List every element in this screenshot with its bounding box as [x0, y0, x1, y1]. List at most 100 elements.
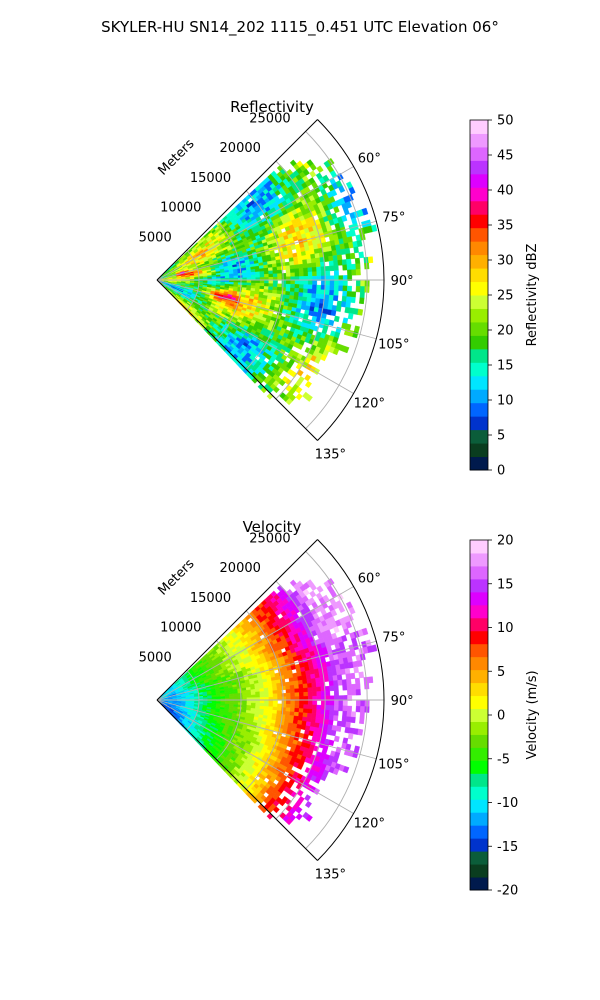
colorbar-swatch	[470, 146, 488, 161]
colorbar-tick-label: 25	[497, 289, 514, 304]
sector-outer-spine	[317, 119, 385, 441]
colorbar-label: Reflectivity dBZ	[525, 244, 540, 347]
colorbar-swatch	[470, 812, 488, 826]
range-tick-label: 15000	[190, 171, 231, 186]
colorbar-tick-label: 30	[497, 254, 514, 269]
angle-tick-label: 60°	[358, 151, 381, 166]
colorbar-swatch	[470, 760, 488, 774]
range-tick-label: 10000	[160, 621, 201, 636]
colorbar-swatch	[470, 254, 488, 269]
colorbar-swatch	[470, 308, 488, 323]
angle-gridline	[156, 640, 377, 701]
colorbar-swatch	[470, 173, 488, 188]
angle-gridline	[156, 586, 354, 701]
colorbar-swatch	[470, 416, 488, 431]
velocity-field	[158, 577, 378, 826]
colorbar-swatch	[470, 708, 488, 722]
colorbar-swatch	[470, 825, 488, 839]
colorbar-swatch	[470, 630, 488, 645]
angle-gridline	[156, 279, 377, 340]
reflectivity-colorbar: 0 5 10 15 20 25 30 35 40 45 50 Reflectivity dBZ	[469, 114, 540, 479]
colorbar-swatch	[470, 682, 488, 697]
colorbar-swatch	[470, 268, 488, 283]
colorbar-swatch	[470, 187, 488, 202]
colorbar-swatch	[470, 734, 488, 748]
angle-tick-label: 90°	[391, 274, 414, 289]
colorbar-swatch	[470, 747, 488, 761]
sector-spine	[156, 279, 318, 441]
sector-outer-spine	[317, 539, 385, 861]
colorbar-swatch	[470, 838, 488, 852]
colorbar-swatch	[470, 429, 488, 444]
colorbar-swatch	[470, 456, 488, 471]
angle-tick-label: 60°	[358, 571, 381, 586]
colorbar-swatch	[470, 362, 488, 377]
colorbar-tick-label: 0	[497, 464, 505, 479]
sector-spine	[156, 699, 318, 861]
angle-tick-label: 105°	[378, 337, 409, 352]
range-tick-label: 25000	[249, 111, 290, 126]
colorbar-swatch	[470, 656, 488, 671]
angle-tick-label: 75°	[382, 211, 405, 226]
colorbar-swatch	[470, 335, 488, 350]
reflectivity-title: Reflectivity	[230, 98, 314, 116]
colorbar-swatch	[470, 617, 488, 632]
colorbar-swatch	[470, 348, 488, 363]
colorbar-tick-label: 20	[497, 534, 514, 549]
figure-suptitle: SKYLER-HU SN14_202 1115_0.451 UTC Elevat…	[101, 18, 499, 37]
colorbar-swatch	[470, 214, 488, 229]
colorbar-tick-label: 50	[497, 114, 514, 129]
colorbar-swatch	[470, 643, 488, 658]
colorbar-swatch	[470, 864, 488, 878]
colorbar-tick-label: 45	[497, 149, 514, 164]
velocity-title: Velocity	[243, 518, 302, 536]
range-tick-label: 20000	[220, 141, 261, 156]
colorbar-swatch	[470, 402, 488, 417]
angle-tick-label: 90°	[391, 694, 414, 709]
colorbar-swatch	[470, 565, 488, 580]
colorbar-tick-label: 15	[497, 359, 514, 374]
colorbar-tick-label: 5	[497, 429, 505, 444]
colorbar-swatch	[470, 578, 488, 593]
colorbar-tick-label: 5	[497, 665, 505, 680]
colorbar-tick-label: 15	[497, 577, 514, 592]
colorbar-swatch	[470, 799, 488, 813]
colorbar-tick-label: -15	[497, 840, 518, 855]
sector-spine	[156, 119, 318, 281]
colorbar-tick-label: 35	[497, 219, 514, 234]
colorbar-label: Velocity (m/s)	[525, 670, 540, 759]
colorbar-swatch	[470, 721, 488, 735]
colorbar-swatch	[470, 443, 488, 458]
colorbar-swatch	[470, 552, 488, 567]
angle-gridline	[156, 166, 354, 281]
angle-tick-label: 120°	[354, 397, 385, 412]
colorbar-swatch	[470, 773, 488, 787]
colorbar-swatch	[470, 695, 488, 710]
range-tick-label: 25000	[249, 531, 290, 546]
colorbar-swatch	[470, 540, 488, 554]
colorbar-tick-label: -20	[497, 884, 518, 899]
colorbar-swatch	[470, 669, 488, 684]
colorbar-swatch	[470, 241, 488, 256]
velocity-panel: Velocity 5000 10000 15000 20000 25000 60° 75° 90…	[139, 518, 540, 899]
angle-gridline	[156, 220, 377, 281]
angle-tick-label: 105°	[378, 757, 409, 772]
angle-gridline	[156, 699, 354, 814]
range-tick-label: 20000	[220, 561, 261, 576]
range-tick-label: 15000	[190, 591, 231, 606]
colorbar-tick-label: 40	[497, 184, 514, 199]
colorbar-swatch	[470, 120, 488, 134]
range-tick-label: 5000	[139, 650, 172, 665]
colorbar-swatch	[470, 227, 488, 242]
colorbar-tick-label: 20	[497, 324, 514, 339]
velocity-colorbar: -20 -15 -10 -5 0 5 10 15 20 Velocity (m/s)	[469, 534, 540, 899]
colorbar-swatch	[470, 389, 488, 404]
colorbar-tick-label: -10	[497, 796, 518, 811]
range-tick-label: 10000	[160, 201, 201, 216]
colorbar-swatch	[470, 133, 488, 148]
colorbar-swatch	[470, 281, 488, 296]
colorbar-tick-label: 10	[497, 621, 514, 636]
reflectivity-panel: Reflectivity 5000 10000 15000 20000 25000 60° 7…	[139, 98, 540, 479]
reflectivity-field	[158, 157, 378, 406]
